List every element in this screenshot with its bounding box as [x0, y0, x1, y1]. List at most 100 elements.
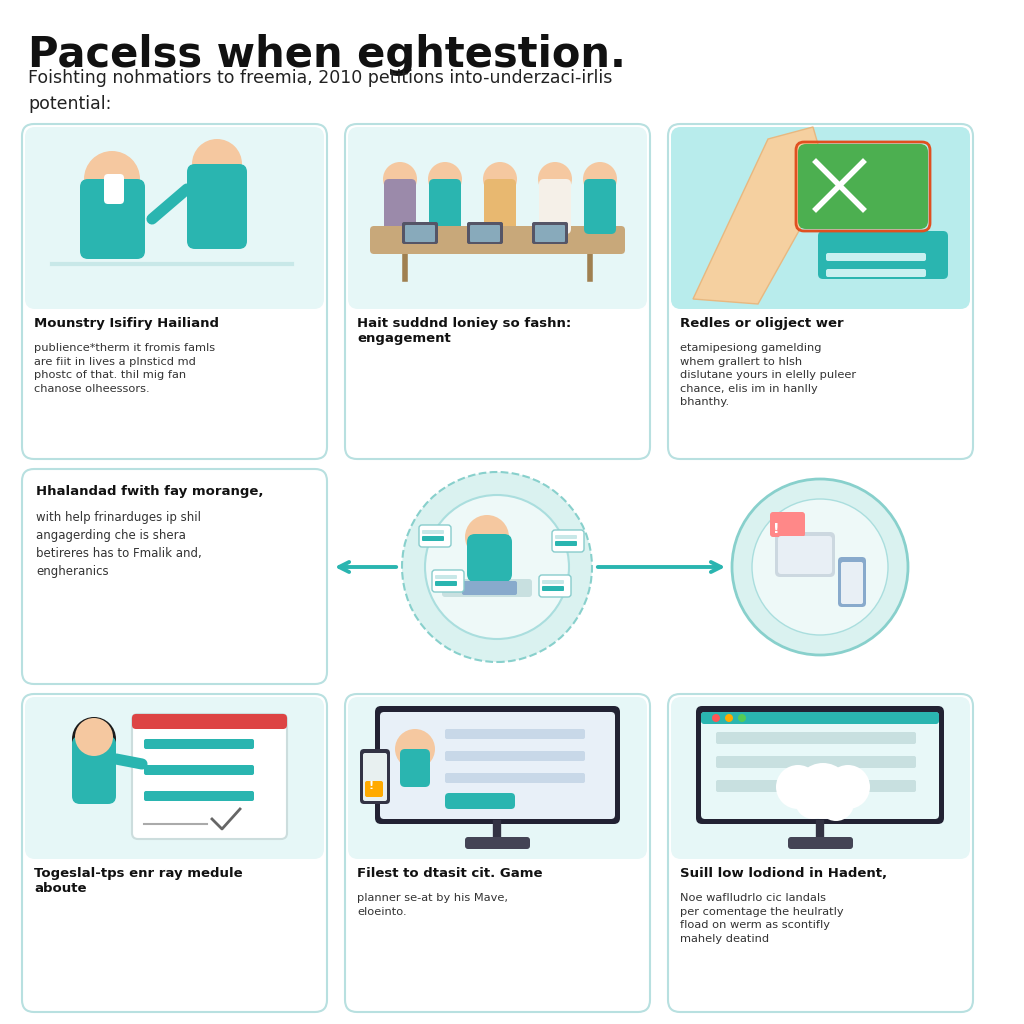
- Text: Togeslal-tps enr ray medule
aboute: Togeslal-tps enr ray medule aboute: [34, 867, 243, 895]
- Circle shape: [428, 162, 462, 196]
- Circle shape: [583, 162, 617, 196]
- FancyBboxPatch shape: [775, 532, 835, 577]
- FancyBboxPatch shape: [555, 535, 577, 539]
- Text: Foishting nohmatiors to freemia, 2010 petitions into-underzaci-irlis
potential:: Foishting nohmatiors to freemia, 2010 pe…: [28, 69, 612, 114]
- FancyBboxPatch shape: [384, 179, 416, 234]
- FancyBboxPatch shape: [716, 732, 916, 744]
- FancyBboxPatch shape: [798, 144, 928, 229]
- Text: etamipesiong gamelding
whem grallert to hlsh
dislutane yours in elelly puleer
ch: etamipesiong gamelding whem grallert to …: [680, 343, 856, 408]
- FancyBboxPatch shape: [671, 697, 970, 859]
- FancyBboxPatch shape: [539, 575, 571, 597]
- Circle shape: [752, 499, 888, 635]
- FancyBboxPatch shape: [467, 222, 503, 244]
- FancyBboxPatch shape: [788, 837, 853, 849]
- FancyBboxPatch shape: [432, 570, 464, 592]
- FancyBboxPatch shape: [770, 512, 805, 537]
- FancyBboxPatch shape: [422, 530, 444, 534]
- Text: Hhalandad fwith fay morange,: Hhalandad fwith fay morange,: [36, 485, 263, 498]
- Circle shape: [75, 718, 113, 756]
- FancyBboxPatch shape: [419, 525, 451, 547]
- FancyBboxPatch shape: [362, 753, 387, 801]
- FancyBboxPatch shape: [716, 756, 916, 768]
- Text: Mounstry Isifiry Hailiand: Mounstry Isifiry Hailiand: [34, 317, 219, 330]
- FancyBboxPatch shape: [838, 557, 866, 607]
- FancyBboxPatch shape: [716, 780, 916, 792]
- Text: Redles or oligject wer: Redles or oligject wer: [680, 317, 844, 330]
- FancyBboxPatch shape: [778, 536, 831, 574]
- Polygon shape: [693, 127, 828, 304]
- FancyBboxPatch shape: [187, 164, 247, 249]
- FancyBboxPatch shape: [25, 697, 324, 859]
- Circle shape: [818, 785, 854, 821]
- FancyBboxPatch shape: [406, 225, 435, 242]
- FancyBboxPatch shape: [484, 179, 516, 234]
- FancyBboxPatch shape: [348, 697, 647, 859]
- Text: Noe waflludrlο cic landals
per comentage the heulratly
fload on werm as scontifl: Noe waflludrlο cic landals per comentage…: [680, 893, 844, 944]
- FancyBboxPatch shape: [445, 793, 515, 809]
- FancyBboxPatch shape: [370, 226, 625, 254]
- Text: Pacelss when eghtestion.: Pacelss when eghtestion.: [28, 34, 626, 76]
- FancyBboxPatch shape: [445, 773, 585, 783]
- FancyBboxPatch shape: [402, 222, 438, 244]
- FancyBboxPatch shape: [467, 534, 512, 582]
- Text: Hait suddnd loniey so fashn:
engagement: Hait suddnd loniey so fashn: engagement: [357, 317, 571, 345]
- FancyBboxPatch shape: [701, 712, 939, 724]
- Circle shape: [402, 472, 592, 662]
- Circle shape: [725, 714, 733, 722]
- Text: Filest to dtasit cit. Game: Filest to dtasit cit. Game: [357, 867, 543, 880]
- Circle shape: [84, 151, 140, 207]
- FancyBboxPatch shape: [542, 586, 564, 591]
- FancyBboxPatch shape: [584, 179, 616, 234]
- FancyBboxPatch shape: [80, 179, 145, 259]
- FancyBboxPatch shape: [22, 469, 327, 684]
- Circle shape: [732, 479, 908, 655]
- FancyBboxPatch shape: [555, 541, 577, 546]
- FancyBboxPatch shape: [442, 579, 532, 597]
- Text: publience*therm it fromis famls
are fiit in lives a plnsticd md
phostc of that. : publience*therm it fromis famls are fiit…: [34, 343, 215, 394]
- FancyBboxPatch shape: [22, 124, 327, 459]
- FancyBboxPatch shape: [668, 124, 973, 459]
- FancyBboxPatch shape: [841, 562, 863, 604]
- FancyBboxPatch shape: [671, 127, 970, 309]
- Circle shape: [465, 515, 509, 559]
- FancyBboxPatch shape: [144, 765, 254, 775]
- Text: with help frinarduges ip shil
angagerding che is shera
betireres has to Fmalik a: with help frinarduges ip shil angagerdin…: [36, 511, 202, 578]
- Circle shape: [795, 783, 831, 819]
- FancyBboxPatch shape: [104, 174, 124, 204]
- FancyBboxPatch shape: [360, 749, 390, 804]
- FancyBboxPatch shape: [539, 179, 571, 234]
- FancyBboxPatch shape: [345, 124, 650, 459]
- Circle shape: [795, 763, 851, 819]
- Circle shape: [383, 162, 417, 196]
- FancyBboxPatch shape: [532, 222, 568, 244]
- Circle shape: [483, 162, 517, 196]
- FancyBboxPatch shape: [462, 581, 517, 595]
- FancyBboxPatch shape: [132, 714, 287, 839]
- Circle shape: [538, 162, 572, 196]
- FancyBboxPatch shape: [422, 536, 444, 541]
- Text: !: !: [369, 781, 374, 791]
- FancyBboxPatch shape: [25, 127, 324, 309]
- Circle shape: [738, 714, 746, 722]
- FancyBboxPatch shape: [668, 694, 973, 1012]
- FancyBboxPatch shape: [375, 706, 620, 824]
- FancyBboxPatch shape: [345, 694, 650, 1012]
- FancyBboxPatch shape: [435, 575, 457, 579]
- FancyBboxPatch shape: [435, 581, 457, 586]
- Circle shape: [72, 717, 116, 761]
- Circle shape: [395, 729, 435, 769]
- FancyBboxPatch shape: [132, 714, 287, 729]
- Text: planner se-at by his Mave,
eloeinto.: planner se-at by his Mave, eloeinto.: [357, 893, 508, 916]
- FancyBboxPatch shape: [144, 739, 254, 749]
- FancyBboxPatch shape: [445, 729, 585, 739]
- Circle shape: [425, 495, 569, 639]
- Circle shape: [193, 139, 242, 189]
- FancyBboxPatch shape: [542, 580, 564, 584]
- FancyBboxPatch shape: [552, 530, 584, 552]
- FancyBboxPatch shape: [826, 269, 926, 278]
- Circle shape: [712, 714, 720, 722]
- FancyBboxPatch shape: [380, 712, 615, 819]
- FancyBboxPatch shape: [671, 127, 970, 309]
- FancyBboxPatch shape: [22, 694, 327, 1012]
- FancyBboxPatch shape: [826, 253, 926, 261]
